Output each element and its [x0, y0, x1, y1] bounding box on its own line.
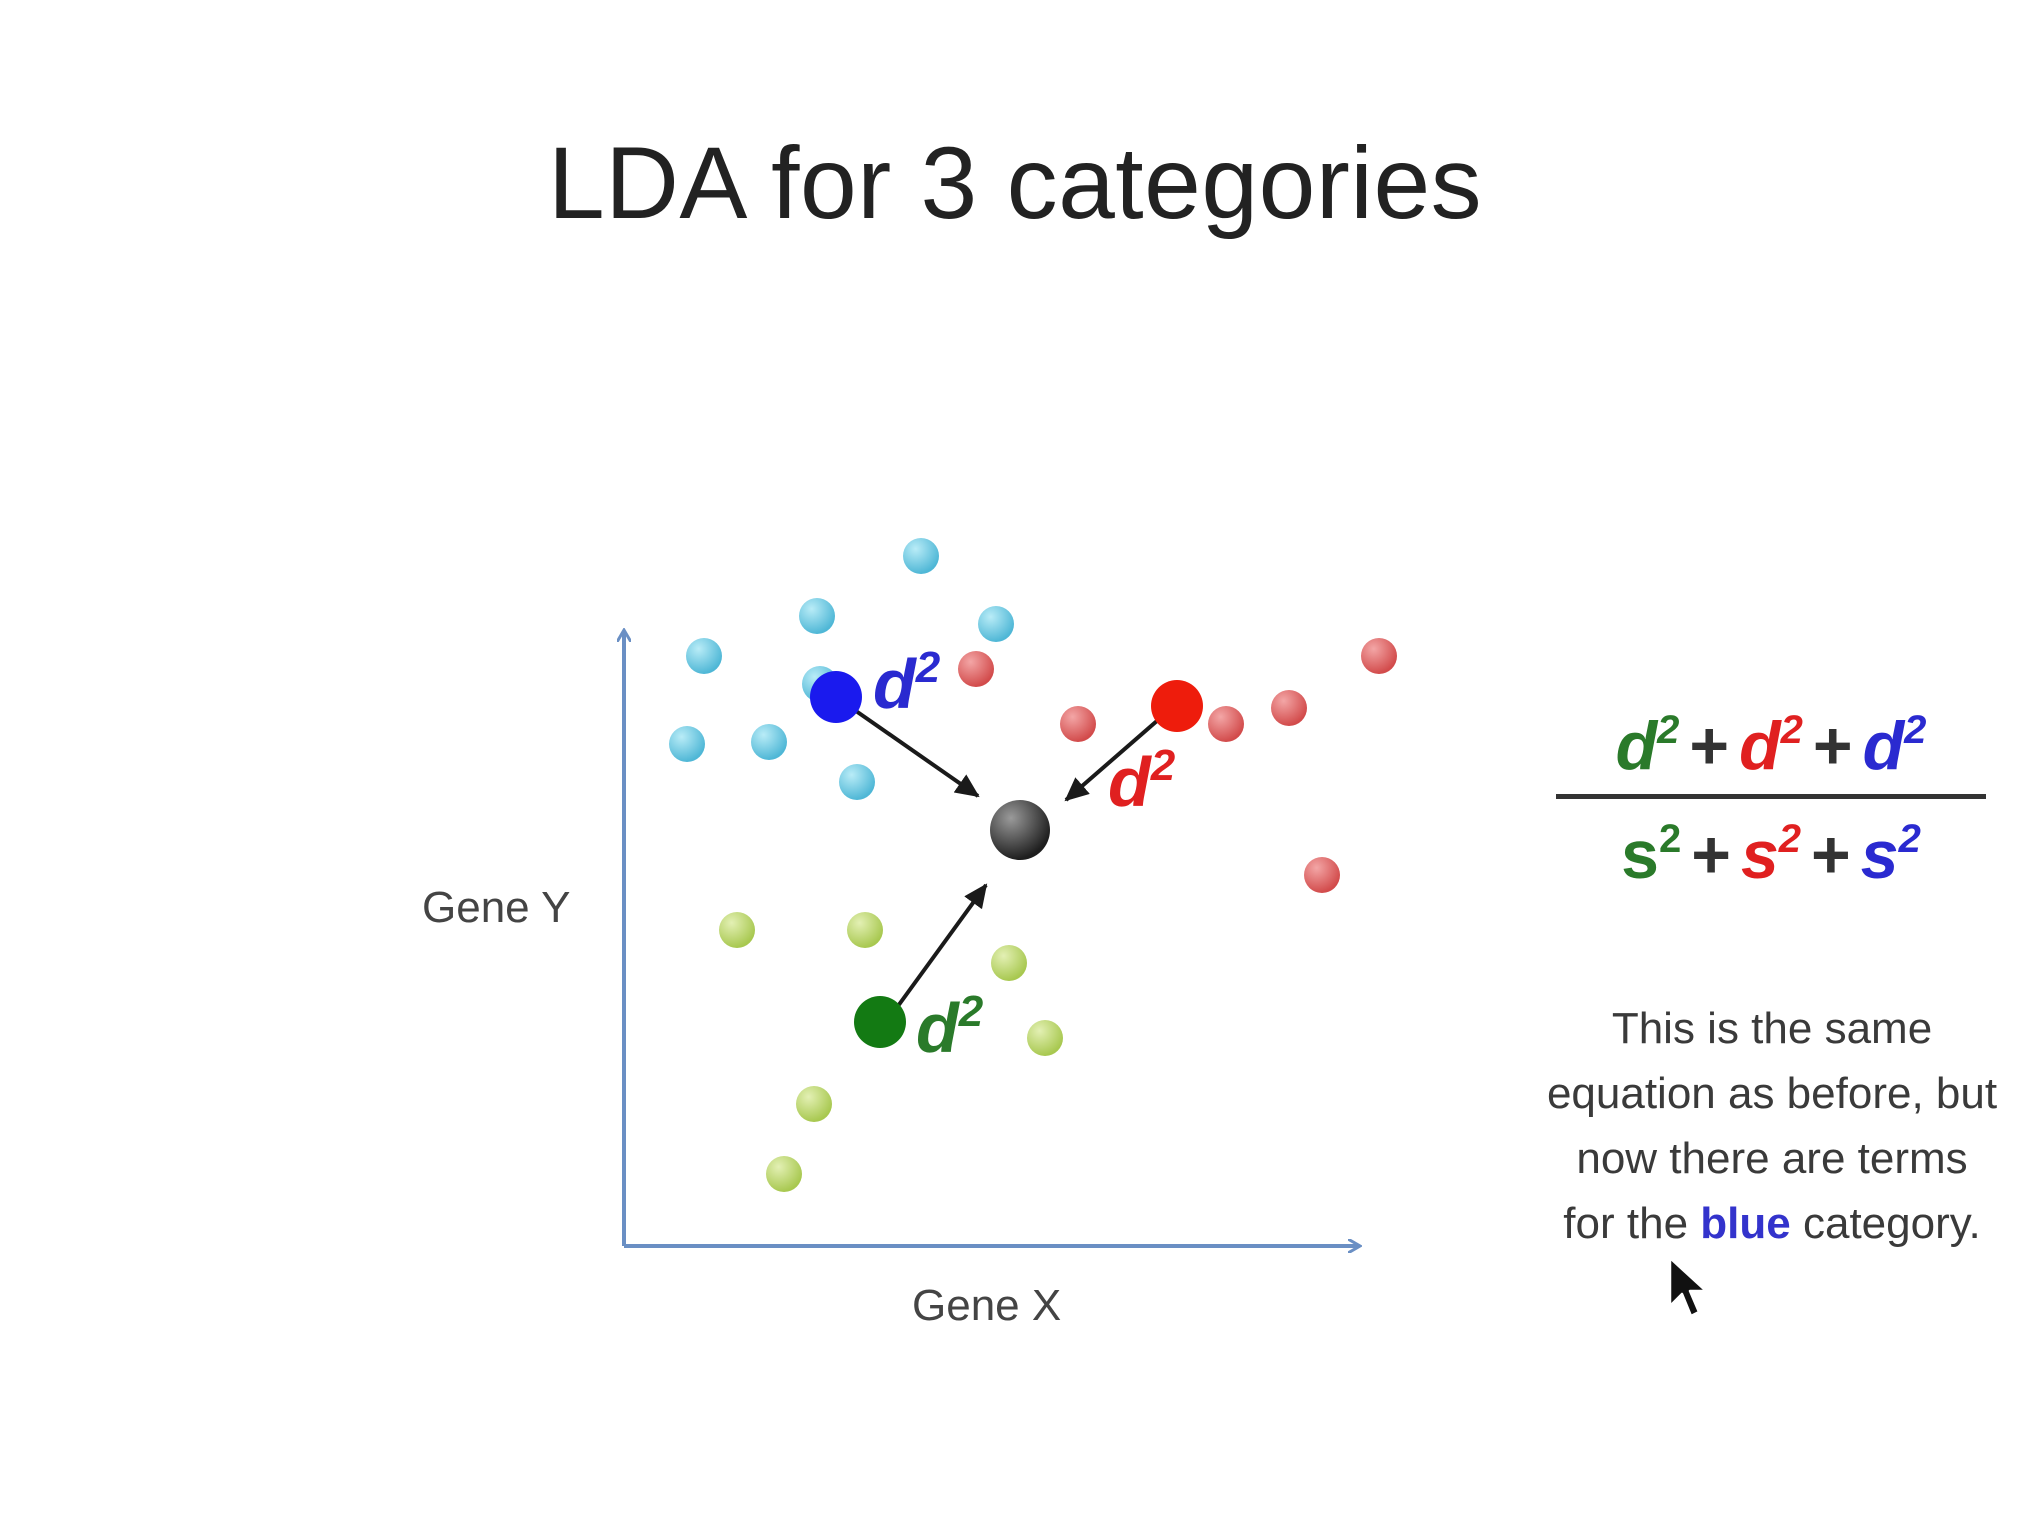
green-point — [991, 945, 1027, 981]
blue-point — [686, 638, 722, 674]
red-distance-arrow — [1064, 718, 1160, 802]
explanation-note: This is the same equation as before, but… — [1500, 996, 2044, 1256]
red-point — [1271, 690, 1307, 726]
green-point — [847, 912, 883, 948]
green-d2-label: d2 — [916, 987, 984, 1067]
lda-formula: d2 + d2 + d2 s2 + s2 + s2 — [1556, 710, 1986, 889]
note-line: This is the same — [1611, 1004, 1933, 1053]
green-point — [766, 1156, 802, 1192]
blue-d2-label: d2 — [873, 643, 941, 723]
plus-sign: + — [1812, 708, 1853, 784]
blue-point — [799, 598, 835, 634]
blue-point — [978, 606, 1014, 642]
red-centroid — [1151, 680, 1203, 732]
red-d2-label: d2 — [1108, 741, 1176, 821]
green-point — [719, 912, 755, 948]
note-line: equation as before, but — [1546, 1069, 1998, 1118]
red-point — [958, 651, 994, 687]
red-point — [1304, 857, 1340, 893]
blue-d2-term: d2 — [1862, 708, 1927, 784]
blue-centroid — [810, 671, 862, 723]
red-point — [1208, 706, 1244, 742]
blue-point — [903, 538, 939, 574]
green-category-points — [719, 912, 1063, 1192]
green-d2-term: d2 — [1615, 708, 1680, 784]
red-category-points — [958, 638, 1397, 893]
note-line: now there are terms — [1576, 1134, 1968, 1183]
blue-distance-arrow — [854, 709, 980, 798]
red-d2-term: d2 — [1739, 708, 1803, 784]
plus-sign: + — [1689, 708, 1730, 784]
note-line: for the blue category. — [1563, 1199, 1981, 1248]
overall-centroid — [990, 800, 1050, 860]
blue-point — [839, 764, 875, 800]
y-axis-label: Gene Y — [422, 883, 570, 932]
green-s2-term: s2 — [1621, 817, 1682, 893]
plus-sign: + — [1691, 817, 1731, 893]
x-axis-label: Gene X — [912, 1281, 1061, 1330]
blue-highlight: blue — [1700, 1199, 1791, 1248]
arrow-cursor-icon — [1668, 1256, 1708, 1318]
fraction-bar — [1556, 794, 1986, 799]
blue-s2-term: s2 — [1860, 817, 1921, 893]
green-distance-arrow — [896, 883, 988, 1008]
green-centroid — [854, 996, 906, 1048]
blue-point — [751, 724, 787, 760]
green-point — [1027, 1020, 1063, 1056]
red-s2-term: s2 — [1740, 817, 1802, 893]
red-point — [1060, 706, 1096, 742]
slide-title: LDA for 3 categories — [548, 126, 1483, 240]
formula-numerator: d2 + d2 + d2 — [1556, 710, 1986, 780]
formula-denominator: s2 + s2 + s2 — [1556, 819, 1986, 889]
plus-sign: + — [1811, 817, 1851, 893]
green-point — [796, 1086, 832, 1122]
blue-point — [669, 726, 705, 762]
blue-category-points — [669, 538, 1014, 800]
red-point — [1361, 638, 1397, 674]
